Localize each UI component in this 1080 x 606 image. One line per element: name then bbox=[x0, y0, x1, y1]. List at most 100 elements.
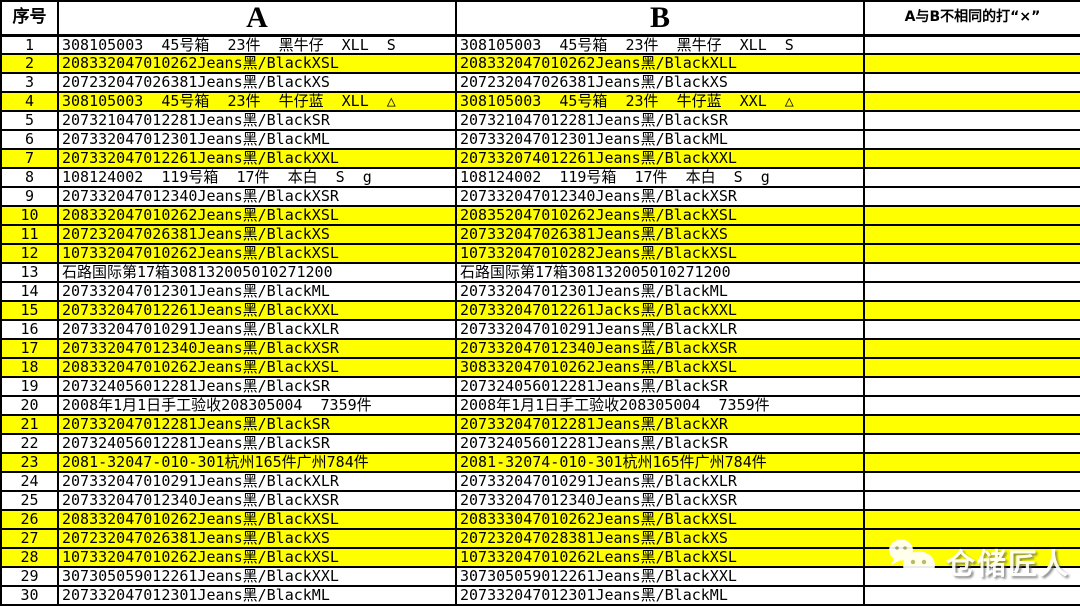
column-b-cell[interactable]: 208333047010262Jeans黑/BlackXSL bbox=[455, 509, 865, 530]
column-b-cell[interactable]: 308332047010262Jeans黑/BlackXSL bbox=[455, 357, 865, 378]
column-a-cell[interactable]: 207321047012281Jeans黑/BlackSR bbox=[57, 110, 457, 131]
mark-cell[interactable] bbox=[863, 471, 1080, 492]
column-a-cell[interactable]: 108124002 119号箱 17件 本白 S g bbox=[57, 167, 457, 188]
row-index-cell[interactable]: 18 bbox=[0, 357, 59, 378]
column-a-cell[interactable]: 207232047026381Jeans黑/BlackXS bbox=[57, 224, 457, 245]
column-a-cell[interactable]: 107332047010262Jeans黑/BlackXSL bbox=[57, 547, 457, 568]
mark-cell[interactable] bbox=[863, 414, 1080, 435]
row-index-cell[interactable]: 11 bbox=[0, 224, 59, 245]
column-b-cell[interactable]: 207332047012301Jeans黑/BlackML bbox=[455, 585, 865, 606]
column-a-cell[interactable]: 208332047010262Jeans黑/BlackXSL bbox=[57, 357, 457, 378]
mark-cell[interactable] bbox=[863, 110, 1080, 131]
mark-cell[interactable] bbox=[863, 319, 1080, 340]
column-a-cell[interactable]: 208332047010262Jeans黑/BlackXSL bbox=[57, 509, 457, 530]
mark-cell[interactable] bbox=[863, 490, 1080, 511]
column-a-cell[interactable]: 207332047012261Jeans黑/BlackXXL bbox=[57, 148, 457, 169]
column-a-cell[interactable]: 207332047012281Jeans黑/BlackSR bbox=[57, 414, 457, 435]
column-b-cell[interactable]: 308105003 45号箱 23件 牛仔蓝 XXL △ bbox=[455, 91, 865, 112]
column-b-cell[interactable]: 207332047012340Jeans黑/BlackXSR bbox=[455, 186, 865, 207]
column-a-cell[interactable]: 207332047012301Jeans黑/BlackML bbox=[57, 129, 457, 150]
mark-cell[interactable] bbox=[863, 300, 1080, 321]
column-a-cell[interactable]: 207324056012281Jeans黑/BlackSR bbox=[57, 376, 457, 397]
row-index-cell[interactable]: 30 bbox=[0, 585, 59, 606]
column-b-cell[interactable]: 207332047010291Jeans黑/BlackXLR bbox=[455, 471, 865, 492]
row-index-cell[interactable]: 23 bbox=[0, 452, 59, 473]
mark-cell[interactable] bbox=[863, 129, 1080, 150]
mark-cell[interactable] bbox=[863, 528, 1080, 549]
column-a-cell[interactable]: 石路国际第17箱308132005010271200 bbox=[57, 262, 457, 283]
mark-cell[interactable] bbox=[863, 376, 1080, 397]
column-a-cell[interactable]: 207332047010291Jeans黑/BlackXLR bbox=[57, 471, 457, 492]
row-index-cell[interactable]: 12 bbox=[0, 243, 59, 264]
mark-cell[interactable] bbox=[863, 585, 1080, 606]
column-a-cell[interactable]: 207324056012281Jeans黑/BlackSR bbox=[57, 433, 457, 454]
column-b-cell[interactable]: 307305059012261Jeans黑/BlackXXL bbox=[455, 566, 865, 587]
row-index-cell[interactable]: 2 bbox=[0, 53, 59, 74]
row-index-cell[interactable]: 5 bbox=[0, 110, 59, 131]
mark-cell[interactable] bbox=[863, 395, 1080, 416]
mark-cell[interactable] bbox=[863, 167, 1080, 188]
row-index-cell[interactable]: 21 bbox=[0, 414, 59, 435]
mark-cell[interactable] bbox=[863, 148, 1080, 169]
row-index-cell[interactable]: 4 bbox=[0, 91, 59, 112]
mark-cell[interactable] bbox=[863, 509, 1080, 530]
column-header-b[interactable]: B bbox=[455, 0, 865, 37]
mark-cell[interactable] bbox=[863, 281, 1080, 302]
mark-cell[interactable] bbox=[863, 205, 1080, 226]
row-index-cell[interactable]: 29 bbox=[0, 566, 59, 587]
mark-cell[interactable] bbox=[863, 186, 1080, 207]
column-a-cell[interactable]: 308105003 45号箱 23件 黑牛仔 XLL S bbox=[57, 34, 457, 55]
row-index-cell[interactable]: 10 bbox=[0, 205, 59, 226]
row-index-cell[interactable]: 24 bbox=[0, 471, 59, 492]
row-index-cell[interactable]: 17 bbox=[0, 338, 59, 359]
column-b-cell[interactable]: 207324056012281Jeans黑/BlackSR bbox=[455, 433, 865, 454]
column-a-cell[interactable]: 207332047012261Jeans黑/BlackXXL bbox=[57, 300, 457, 321]
column-b-cell[interactable]: 207332047012301Jeans黑/BlackML bbox=[455, 129, 865, 150]
column-a-cell[interactable]: 107332047010262Jeans黑/BlackXSL bbox=[57, 243, 457, 264]
column-a-cell[interactable]: 308105003 45号箱 23件 牛仔蓝 XLL △ bbox=[57, 91, 457, 112]
column-b-cell[interactable]: 207332047012281Jeans黑/BlackXR bbox=[455, 414, 865, 435]
mark-cell[interactable] bbox=[863, 338, 1080, 359]
row-index-cell[interactable]: 6 bbox=[0, 129, 59, 150]
column-b-cell[interactable]: 108124002 119号箱 17件 本白 S g bbox=[455, 167, 865, 188]
column-header-index[interactable]: 序号 bbox=[0, 0, 59, 37]
column-a-cell[interactable]: 207332047010291Jeans黑/BlackXLR bbox=[57, 319, 457, 340]
row-index-cell[interactable]: 25 bbox=[0, 490, 59, 511]
row-index-cell[interactable]: 20 bbox=[0, 395, 59, 416]
row-index-cell[interactable]: 14 bbox=[0, 281, 59, 302]
column-b-cell[interactable]: 石路国际第17箱308132005010271200 bbox=[455, 262, 865, 283]
mark-cell[interactable] bbox=[863, 357, 1080, 378]
column-b-cell[interactable]: 207332047012340Jeans蓝/BlackXSR bbox=[455, 338, 865, 359]
column-a-cell[interactable]: 208332047010262Jeans黑/BlackXSL bbox=[57, 205, 457, 226]
row-index-cell[interactable]: 7 bbox=[0, 148, 59, 169]
column-b-cell[interactable]: 2008年1月1日手工验收208305004 7359件 bbox=[455, 395, 865, 416]
column-b-cell[interactable]: 207332074012261Jeans黑/BlackXXL bbox=[455, 148, 865, 169]
row-index-cell[interactable]: 19 bbox=[0, 376, 59, 397]
column-a-cell[interactable]: 207332047012301Jeans黑/BlackML bbox=[57, 585, 457, 606]
column-a-cell[interactable]: 207332047012301Jeans黑/BlackML bbox=[57, 281, 457, 302]
mark-cell[interactable] bbox=[863, 566, 1080, 587]
column-a-cell[interactable]: 207332047012340Jeans黑/BlackXSR bbox=[57, 490, 457, 511]
column-b-cell[interactable]: 207232047026381Jeans黑/BlackXS bbox=[455, 72, 865, 93]
column-b-cell[interactable]: 207332047026381Jeans黑/BlackXS bbox=[455, 224, 865, 245]
row-index-cell[interactable]: 28 bbox=[0, 547, 59, 568]
column-b-cell[interactable]: 308105003 45号箱 23件 黑牛仔 XLL S bbox=[455, 34, 865, 55]
column-a-cell[interactable]: 207332047012340Jeans黑/BlackXSR bbox=[57, 186, 457, 207]
mark-cell[interactable] bbox=[863, 72, 1080, 93]
mark-cell[interactable] bbox=[863, 433, 1080, 454]
row-index-cell[interactable]: 27 bbox=[0, 528, 59, 549]
column-a-cell[interactable]: 207232047026381Jeans黑/BlackXS bbox=[57, 72, 457, 93]
row-index-cell[interactable]: 13 bbox=[0, 262, 59, 283]
column-b-cell[interactable]: 207332047012340Jeans黑/BlackXSR bbox=[455, 490, 865, 511]
row-index-cell[interactable]: 22 bbox=[0, 433, 59, 454]
column-b-cell[interactable]: 107332047010282Jeans黑/BlackXSL bbox=[455, 243, 865, 264]
column-a-cell[interactable]: 208332047010262Jeans黑/BlackXSL bbox=[57, 53, 457, 74]
mark-cell[interactable] bbox=[863, 224, 1080, 245]
column-b-cell[interactable]: 207332047010291Jeans黑/BlackXLR bbox=[455, 319, 865, 340]
column-b-cell[interactable]: 107332047010262Leans黑/BlackXSL bbox=[455, 547, 865, 568]
mark-cell[interactable] bbox=[863, 243, 1080, 264]
mark-cell[interactable] bbox=[863, 452, 1080, 473]
mark-cell[interactable] bbox=[863, 53, 1080, 74]
column-b-cell[interactable]: 2081-32074-010-301杭州165件广州784件 bbox=[455, 452, 865, 473]
column-a-cell[interactable]: 207332047012340Jeans黑/BlackXSR bbox=[57, 338, 457, 359]
